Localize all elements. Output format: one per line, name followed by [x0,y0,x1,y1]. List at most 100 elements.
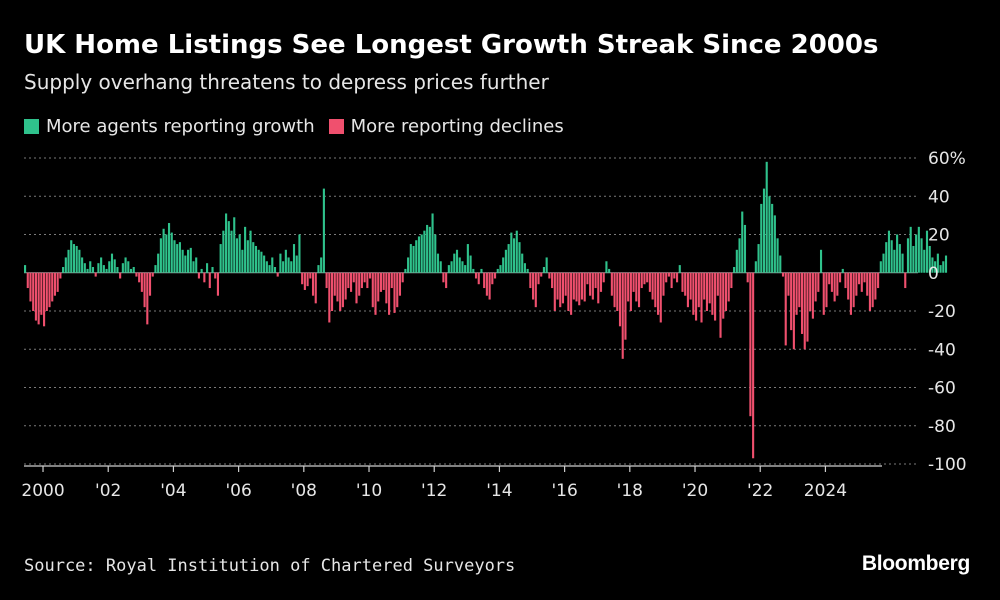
bar-decline [203,272,206,283]
bar-decline [868,272,871,311]
bar-growth [773,215,776,273]
bar-decline [828,272,831,285]
bar-growth [447,265,450,273]
bar-decline [377,272,380,302]
bar-growth [200,268,203,273]
y-axis-labels: 60% 40 20 0 -20 -40 -60 -80 -100 [928,149,967,475]
bar-growth [254,245,258,273]
bar-decline [328,272,331,323]
bar-growth [464,265,467,273]
bar-growth [735,249,738,273]
bar-decline [388,272,391,315]
bar-growth [776,238,779,273]
bar-decline [580,272,584,300]
bar-growth [480,268,483,273]
bar-growth [942,261,945,273]
bar-growth [195,257,198,273]
bar-growth [765,161,768,273]
bar-growth [404,268,407,273]
bar-growth [678,265,681,273]
bar-growth [241,249,244,273]
bar-decline [45,272,48,311]
bar-decline [358,272,361,296]
y-tick-label-40: 40 [928,187,950,207]
bar-growth [192,261,195,273]
bar-decline [792,272,795,350]
bar-decline [40,272,43,315]
bar-growth [741,211,744,273]
bar-decline [59,272,62,279]
bar-decline [309,272,312,279]
bars [24,161,948,459]
bar-decline [401,272,404,283]
bar-growth [461,261,464,273]
bar-decline [877,272,880,289]
bar-decline [711,272,714,315]
bar-growth [779,255,782,273]
bar-growth [890,240,893,273]
bar-decline [722,272,725,319]
bar-decline [640,272,643,289]
bar-decline [570,272,573,315]
bar-decline [564,272,567,296]
bar-growth [760,203,763,273]
bar-growth [925,230,929,273]
bar-decline [618,272,622,327]
bar-growth [284,249,287,273]
bar-decline [578,272,581,306]
bar-growth [428,226,431,273]
bar-decline [621,272,624,359]
bar-decline [575,272,578,302]
bar-decline [855,272,858,296]
bar-growth [518,242,521,273]
x-tick-label-2004: '04 [160,481,186,501]
bar-growth [265,261,268,273]
bar-decline [825,272,828,308]
bar-growth [271,257,274,273]
bar-growth [939,265,942,273]
bar-decline [847,272,850,300]
bar-growth [928,245,931,273]
bar-growth [912,245,915,273]
y-tick-label-0: 0 [928,264,939,284]
bar-decline [341,272,344,308]
bar-growth [176,244,179,273]
bar-growth [159,238,162,273]
bar-decline [599,272,603,292]
bar-growth [434,234,437,273]
bar-decline [591,272,594,300]
bar-decline [48,272,51,308]
y-tick-label-20: 20 [928,226,950,246]
bar-decline [197,272,200,279]
x-tick-label-2014: '14 [486,481,512,501]
legend-swatch-growth [24,119,39,134]
bar-decline [532,272,535,300]
chart-title: UK Home Listings See Longest Growth Stre… [24,30,879,60]
bar-decline [551,272,554,289]
bar-decline [396,272,399,308]
bar-decline [787,272,790,296]
bar-growth [768,196,771,273]
y-tick-label--20: -20 [928,302,956,322]
bar-growth [102,265,105,273]
x-tick-label-2020: '20 [682,481,708,501]
bar-growth [466,244,469,273]
bar-decline [795,272,798,315]
bar-growth [235,238,239,273]
bar-growth [173,240,176,273]
bar-decline [583,272,586,302]
bar-decline [632,272,635,292]
bar-growth [154,265,157,273]
bar-decline [673,272,676,279]
bar-decline [700,272,703,323]
bar-decline [863,272,866,283]
bar-growth [91,267,95,273]
bar-decline [689,272,692,300]
bar-decline [727,272,730,302]
bar-decline [493,272,497,279]
bar-growth [523,263,526,273]
bar-decline [602,272,605,283]
bar-growth [157,253,160,273]
bar-decline [483,272,486,289]
bar-decline [676,272,679,283]
